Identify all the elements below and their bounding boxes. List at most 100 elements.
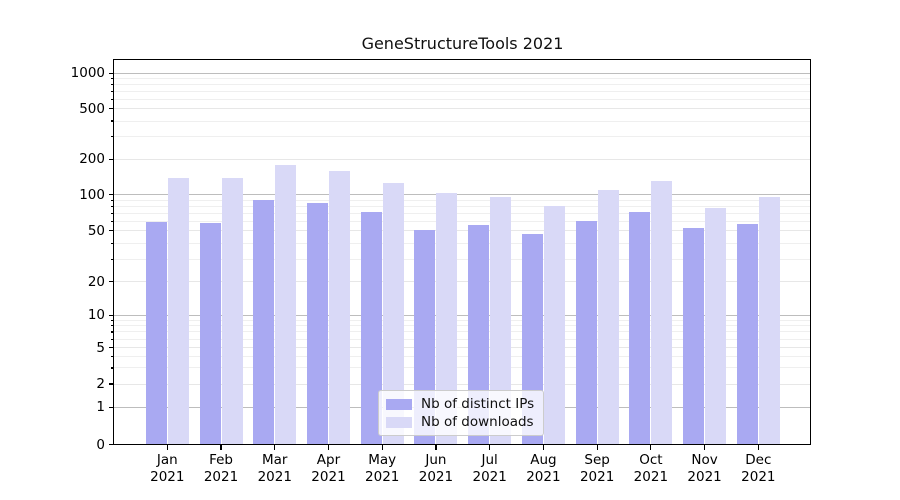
y-gridline-minor: [114, 205, 810, 207]
y-gridline-minor: [114, 319, 810, 321]
x-tick: [381, 444, 383, 450]
bar-downloads-apr: [328, 170, 350, 445]
x-tick-label: Nov 2021: [687, 451, 722, 485]
y-tick: [109, 230, 114, 232]
x-tick-label: Oct 2021: [633, 451, 669, 485]
x-tick: [542, 444, 544, 450]
y-gridline: [114, 230, 810, 232]
x-tick: [596, 444, 598, 450]
bar-distinct-ips-apr: [306, 202, 328, 445]
y-tick-label: 20: [87, 273, 105, 290]
y-gridline-minor: [114, 220, 810, 222]
x-tick-label: Jan 2021: [150, 451, 185, 485]
y-minor-tick: [111, 338, 114, 340]
bar-downloads-oct: [651, 180, 673, 445]
bar-distinct-ips-feb: [199, 222, 221, 445]
legend-swatch-downloads: [386, 416, 412, 428]
bar-downloads-jul: [490, 197, 512, 445]
y-gridline-minor: [114, 84, 810, 86]
y-gridline-major: [114, 314, 810, 316]
y-tick-label: 2: [96, 376, 105, 392]
y-gridline-major: [114, 194, 810, 196]
x-tick: [327, 444, 330, 450]
y-gridline-minor: [114, 91, 810, 93]
y-gridline-minor: [114, 356, 810, 358]
y-tick-label: 100: [79, 186, 105, 203]
x-tick: [757, 444, 759, 450]
bar-distinct-ips-mar: [253, 199, 275, 445]
bar-downloads-aug: [543, 206, 565, 445]
bar-downloads-mar: [275, 164, 297, 445]
bar-downloads-feb: [221, 178, 243, 445]
y-tick: [109, 314, 114, 316]
x-tick: [435, 444, 437, 450]
y-tick: [109, 108, 114, 110]
legend-label-distinct-ips: Nb of distinct IPs: [421, 396, 535, 412]
y-tick-label: 50: [87, 222, 105, 239]
y-minor-tick: [111, 220, 114, 222]
x-tick-label: May 2021: [365, 451, 400, 485]
y-tick-label: 200: [79, 151, 105, 168]
y-gridline: [114, 281, 810, 283]
y-gridline-minor: [114, 98, 810, 100]
y-minor-tick: [111, 136, 114, 138]
bar-distinct-ips-jan: [145, 222, 167, 445]
x-tick: [220, 444, 222, 450]
y-gridline-minor: [114, 78, 810, 80]
y-tick: [109, 72, 114, 74]
y-minor-tick: [111, 84, 114, 86]
y-minor-tick: [111, 98, 114, 100]
legend-item-distinct-ips: Nb of distinct IPs: [386, 396, 535, 412]
y-minor-tick: [111, 199, 114, 201]
y-minor-tick: [111, 90, 114, 93]
x-tick-label: Feb 2021: [203, 451, 239, 485]
chart-title: GeneStructureTools 2021: [361, 34, 564, 53]
x-tick-label: Jun 2021: [418, 451, 454, 485]
bar-downloads-nov: [705, 207, 727, 445]
x-tick: [704, 444, 706, 450]
bar-distinct-ips-dec: [736, 223, 758, 445]
x-tick-label: Apr 2021: [311, 451, 346, 485]
y-gridline-minor: [114, 212, 810, 214]
y-minor-tick: [111, 212, 114, 214]
legend-label-downloads: Nb of downloads: [421, 414, 534, 430]
y-tick-label: 5: [96, 339, 105, 356]
x-tick: [650, 444, 652, 450]
legend-item-downloads: Nb of downloads: [386, 414, 535, 430]
bar-downloads-may: [382, 183, 404, 445]
y-tick-label: 0: [96, 436, 105, 453]
y-tick: [109, 406, 114, 408]
y-minor-tick: [111, 258, 114, 260]
bar-distinct-ips-jul: [468, 224, 490, 445]
x-tick-label: Dec 2021: [741, 451, 776, 485]
legend-swatch-distinct-ips: [386, 398, 412, 410]
x-tick: [489, 444, 491, 450]
legend: Nb of distinct IPs Nb of downloads: [378, 390, 544, 436]
y-gridline: [114, 383, 810, 385]
y-tick: [109, 194, 114, 196]
y-gridline-minor: [114, 331, 810, 333]
y-gridline-minor: [114, 258, 810, 260]
x-tick: [166, 444, 168, 450]
y-gridline-minor: [114, 338, 810, 340]
y-gridline: [114, 108, 810, 110]
y-tick: [109, 383, 114, 385]
bar-distinct-ips-sep: [575, 221, 597, 445]
y-minor-tick: [111, 367, 114, 369]
y-gridline-minor: [114, 199, 810, 201]
x-tick-label: Sep 2021: [579, 451, 615, 485]
x-tick: [274, 444, 276, 450]
y-minor-tick: [111, 120, 114, 122]
y-gridline-major: [114, 72, 810, 74]
y-gridline-minor: [114, 136, 810, 138]
y-gridline-minor: [114, 242, 810, 244]
bar-downloads-jan: [167, 178, 189, 445]
y-minor-tick: [111, 355, 114, 358]
y-gridline: [114, 347, 810, 349]
y-minor-tick: [111, 205, 114, 207]
y-tick-label: 500: [79, 100, 105, 117]
bar-distinct-ips-oct: [629, 211, 651, 445]
y-tick: [109, 443, 114, 446]
y-minor-tick: [111, 319, 114, 321]
